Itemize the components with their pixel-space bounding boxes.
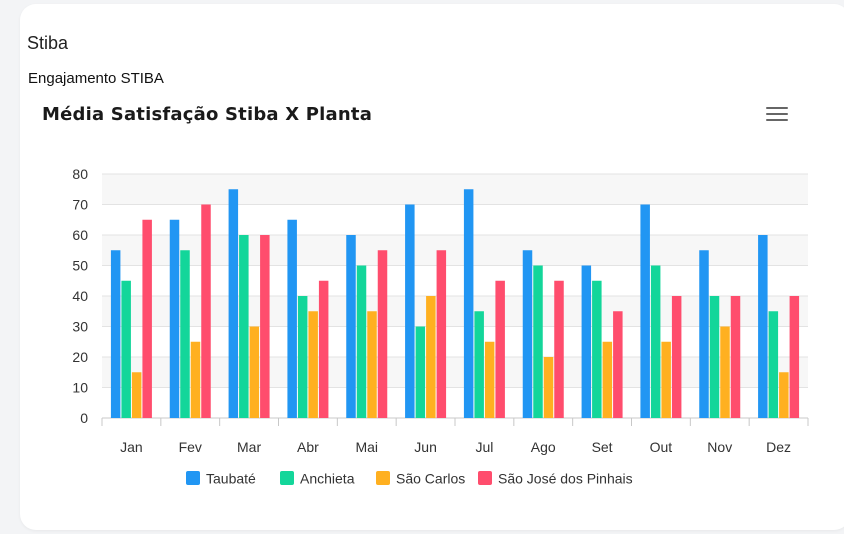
- bar-out-2: [650, 265, 661, 418]
- y-tick-label: 10: [72, 380, 88, 396]
- bar-dez-3: [779, 372, 789, 418]
- bar-mar-1: [228, 189, 239, 418]
- x-tick-label: Ago: [531, 439, 556, 455]
- y-tick-label: 70: [72, 197, 88, 213]
- y-tick-label: 30: [72, 319, 88, 335]
- bar-jun-4: [436, 250, 447, 418]
- bar-fev-2: [180, 250, 190, 418]
- y-tick-label: 60: [72, 227, 88, 243]
- bar-ago-3: [543, 357, 554, 418]
- bar-mar-2: [239, 235, 249, 418]
- bar-jun-2: [415, 326, 426, 418]
- legend-swatch: [186, 471, 200, 485]
- bar-jan-1: [110, 250, 121, 418]
- bar-jan-4: [142, 219, 152, 418]
- x-tick-label: Mai: [355, 439, 378, 455]
- x-tick-label: Mar: [237, 439, 261, 455]
- legend-label: São Carlos: [396, 471, 465, 487]
- x-tick-label: Dez: [766, 439, 791, 455]
- legend-label: Taubaté: [206, 471, 256, 487]
- bar-jun-1: [405, 204, 415, 418]
- hamburger-menu-icon[interactable]: [766, 107, 788, 123]
- bar-abr-1: [287, 219, 297, 418]
- bar-mai-1: [346, 235, 356, 418]
- bar-nov-4: [730, 296, 741, 418]
- bar-dez-2: [768, 311, 779, 418]
- bar-jun-3: [426, 296, 436, 418]
- bar-mai-2: [356, 265, 367, 418]
- bar-mar-3: [249, 326, 260, 418]
- card-subtitle: Engajamento STIBA: [28, 70, 164, 87]
- bar-out-1: [640, 204, 650, 418]
- card-title: Stiba: [27, 33, 69, 53]
- bar-set-1: [581, 265, 592, 418]
- y-tick-label: 80: [72, 166, 88, 182]
- x-tick-label: Jan: [120, 439, 143, 455]
- chart-title: Média Satisfação Stiba X Planta: [42, 104, 373, 125]
- bar-fev-3: [190, 341, 201, 418]
- bar-jul-2: [474, 311, 484, 418]
- legend-swatch: [376, 471, 390, 485]
- x-tick-label: Fev: [179, 439, 202, 455]
- x-tick-label: Jul: [475, 439, 493, 455]
- x-tick-label: Abr: [297, 439, 319, 455]
- bar-nov-2: [709, 296, 720, 418]
- bar-set-2: [592, 280, 602, 418]
- bar-set-4: [613, 311, 623, 418]
- bar-fev-4: [201, 204, 211, 418]
- bar-jul-4: [495, 280, 505, 418]
- bar-out-4: [671, 296, 682, 418]
- legend-swatch: [478, 471, 492, 485]
- bar-jul-1: [463, 189, 474, 418]
- bar-abr-4: [318, 280, 329, 418]
- legend-swatch: [280, 471, 294, 485]
- bar-dez-4: [789, 296, 800, 418]
- y-tick-label: 0: [80, 410, 88, 426]
- bar-jan-2: [121, 280, 131, 418]
- bar-mai-3: [367, 311, 377, 418]
- y-tick-label: 20: [72, 349, 88, 365]
- grid-band: [102, 357, 808, 388]
- x-tick-label: Nov: [707, 439, 732, 455]
- bar-dez-1: [758, 235, 768, 418]
- grid-band: [102, 296, 808, 327]
- bar-mai-4: [377, 250, 388, 418]
- y-tick-label: 40: [72, 288, 88, 304]
- bar-fev-1: [169, 219, 180, 418]
- legend-label: São José dos Pinhais: [498, 471, 633, 487]
- x-tick-label: Set: [592, 439, 613, 455]
- bar-nov-3: [720, 326, 730, 418]
- bar-abr-3: [308, 311, 318, 418]
- bar-ago-2: [533, 265, 543, 418]
- bar-ago-1: [522, 250, 533, 418]
- y-tick-label: 50: [72, 258, 88, 274]
- grid-band: [102, 174, 808, 205]
- bar-jul-3: [484, 341, 495, 418]
- bar-nov-1: [699, 250, 709, 418]
- bar-mar-4: [260, 235, 270, 418]
- bar-out-3: [661, 341, 671, 418]
- grid-band: [102, 235, 808, 266]
- legend-label: Anchieta: [300, 471, 355, 487]
- x-tick-label: Jun: [414, 439, 437, 455]
- bar-abr-2: [297, 296, 308, 418]
- x-tick-label: Out: [650, 439, 673, 455]
- bar-ago-4: [554, 280, 564, 418]
- bar-set-3: [602, 341, 613, 418]
- bar-jan-3: [131, 372, 142, 418]
